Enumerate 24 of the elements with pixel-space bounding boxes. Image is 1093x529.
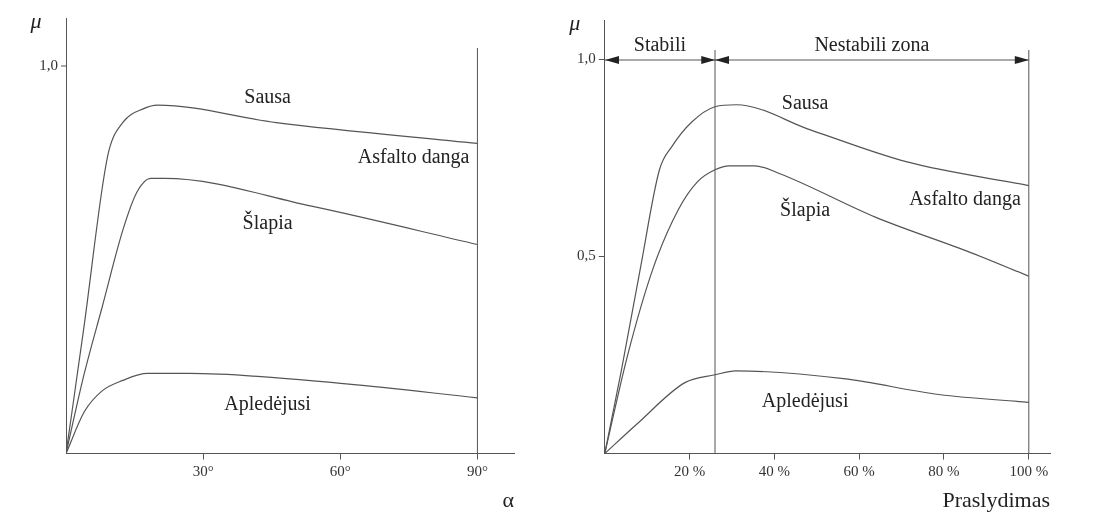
y-axis-title: μ	[29, 7, 42, 33]
x-tick-label: 100 %	[1009, 462, 1049, 479]
x-tick-label: 40 %	[758, 462, 790, 479]
y-axis-title: μ	[568, 9, 581, 35]
x-tick-label: 20 %	[673, 462, 706, 479]
x-tick-label: 80 %	[928, 462, 960, 479]
x-tick-label: 90°	[466, 462, 488, 479]
annotation: Asfalto danga	[357, 144, 470, 168]
series-label: Apledėjusi	[224, 391, 312, 415]
y-tick-label: 0,5	[577, 247, 596, 264]
series-label: Šlapia	[242, 210, 293, 235]
x-axis-title: α	[502, 486, 515, 512]
x-axis-title: Praslydimas	[942, 486, 1050, 512]
series-label: Apledėjusi	[761, 389, 849, 413]
annotation: Stabili	[633, 33, 687, 56]
series-label: Šlapia	[780, 197, 831, 222]
series-label: Sausa	[781, 91, 829, 114]
x-tick-label: 30°	[192, 462, 214, 479]
series-label: Sausa	[244, 84, 292, 107]
text: 1,0	[39, 56, 58, 73]
annotation: Asfalto danga	[909, 186, 1021, 210]
x-tick-label: 60°	[329, 462, 351, 479]
annotation: Nestabili zona	[814, 33, 930, 56]
x-tick-label: 60 %	[843, 462, 875, 479]
